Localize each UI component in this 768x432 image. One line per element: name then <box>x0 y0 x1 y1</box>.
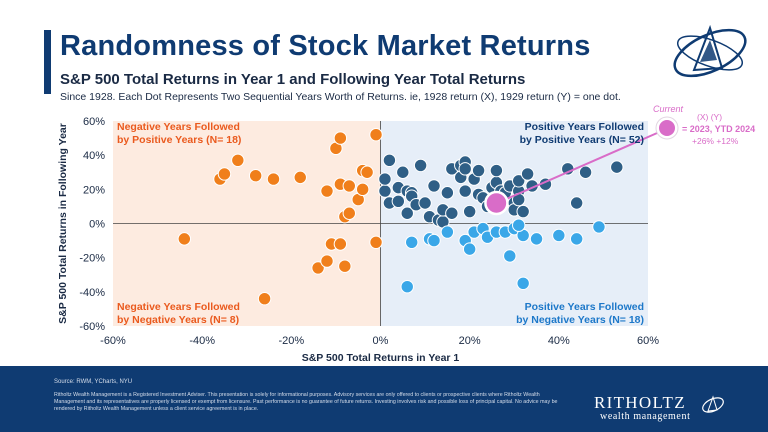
data-point <box>489 163 504 178</box>
data-point <box>400 280 414 294</box>
data-point <box>266 172 281 186</box>
data-point <box>338 259 352 273</box>
y-tick-label: -40% <box>79 287 105 299</box>
x-tick-label: 40% <box>548 335 570 347</box>
data-point <box>458 162 472 176</box>
brand-name: RITHOLTZ <box>594 393 686 412</box>
y-tick-label: 20% <box>83 184 105 196</box>
title-accent-bar <box>44 30 51 94</box>
data-point <box>342 179 356 193</box>
data-point <box>578 165 593 179</box>
data-point <box>320 254 334 268</box>
footer-bar <box>0 366 768 432</box>
x-tick-label: -40% <box>189 335 215 347</box>
current-values: +26% +12% <box>692 136 739 146</box>
chart-caption: Since 1928. Each Dot Represents Two Sequ… <box>60 91 621 103</box>
current-callout-line <box>506 129 665 200</box>
data-point <box>257 291 272 306</box>
data-point <box>248 168 263 183</box>
x-tick-label: 60% <box>637 335 659 347</box>
data-point <box>333 131 348 145</box>
quadrant-label-pos-neg: Positive Years Followed by Negative Years… <box>516 301 644 326</box>
scatter-chart: -60% -40% -20% 0% 20% 40% 60% 60% 40% 20% 0% -20% -… <box>57 104 755 364</box>
data-point <box>458 184 472 198</box>
data-point <box>440 186 455 200</box>
legend-current-dot <box>659 120 675 136</box>
data-point <box>462 242 477 256</box>
page-title: Randomness of Stock Market Returns <box>60 30 591 62</box>
data-point <box>413 158 428 173</box>
quadrant-label-neg-pos: Negative Years Followed by Positive Years… <box>117 121 241 146</box>
y-tick-label: 40% <box>83 150 105 162</box>
ritholtz-emblem-icon <box>673 24 747 78</box>
data-point <box>512 218 526 232</box>
data-point <box>382 153 397 167</box>
y-axis-label: S&P 500 Total Returns in Following Year <box>57 123 69 324</box>
quadrant-label-pos-pos: Positive Years Followed by Positive Years… <box>520 121 644 146</box>
x-tick-label: 0% <box>373 335 389 347</box>
data-point <box>405 235 419 249</box>
data-point <box>177 232 192 246</box>
data-point <box>355 182 370 197</box>
data-point <box>231 153 245 167</box>
y-tick-label: 60% <box>83 116 105 128</box>
data-point <box>217 167 232 181</box>
data-point <box>418 196 432 210</box>
x-tick-label: -20% <box>278 335 304 347</box>
data-point <box>512 174 526 188</box>
brand-subtitle: wealth management <box>600 411 691 422</box>
data-point <box>529 232 544 246</box>
source-note: Source: RWM, YCharts, NYU <box>54 379 133 385</box>
brand-emblem-icon <box>702 395 724 413</box>
data-point <box>333 237 348 251</box>
data-point <box>610 160 624 174</box>
data-point <box>552 228 566 243</box>
data-point <box>516 276 530 290</box>
data-point <box>569 196 584 210</box>
chart-subtitle: S&P 500 Total Returns in Year 1 and Foll… <box>60 71 526 88</box>
data-point <box>427 179 441 193</box>
data-point <box>503 249 517 263</box>
data-point <box>369 235 383 249</box>
data-point <box>360 165 374 179</box>
data-point <box>440 225 455 239</box>
current-header: (X) (Y) <box>697 112 722 122</box>
data-point <box>378 184 392 198</box>
data-point <box>391 194 406 208</box>
current-label: Current <box>653 104 684 114</box>
y-tick-label: 0% <box>89 219 105 231</box>
data-point <box>592 220 606 234</box>
data-point <box>293 170 307 185</box>
data-point <box>400 206 414 220</box>
data-point <box>471 163 486 178</box>
current-point-marker <box>484 190 509 216</box>
y-tick-label: -60% <box>79 321 105 333</box>
data-point <box>396 165 410 179</box>
data-point <box>445 206 459 220</box>
data-point <box>427 233 441 248</box>
data-point <box>378 172 392 186</box>
data-point <box>516 204 530 219</box>
data-point <box>569 232 584 246</box>
brand-logo: RITHOLTZ wealth management <box>594 394 690 422</box>
data-point <box>520 167 535 181</box>
x-tick-label: 20% <box>459 335 481 347</box>
x-tick-label: -60% <box>100 335 126 347</box>
quadrant-label-neg-neg: Negative Years Followed by Negative Years… <box>117 301 240 326</box>
x-axis-label: S&P 500 Total Returns in Year 1 <box>302 352 460 364</box>
data-point <box>342 206 356 220</box>
data-point <box>462 204 477 219</box>
data-point <box>320 184 334 198</box>
disclaimer-text: Ritholtz Wealth Management is a Register… <box>54 392 558 413</box>
y-tick-label: -20% <box>79 253 105 265</box>
data-point <box>369 127 383 142</box>
current-detail: = 2023, YTD 2024 <box>682 124 755 134</box>
data-point <box>311 261 325 275</box>
